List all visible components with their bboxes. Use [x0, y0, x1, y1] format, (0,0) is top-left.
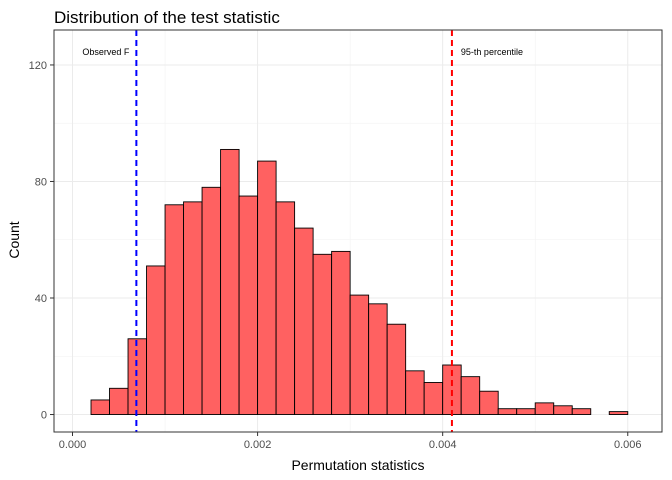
y-tick-label: 40: [35, 293, 47, 305]
histogram-bar: [294, 227, 314, 415]
reference-line-label: 95-th percentile: [461, 47, 523, 57]
reference-line-label: Observed F: [82, 47, 130, 57]
histogram-bar: [331, 250, 351, 415]
histogram-bar: [275, 201, 296, 415]
histogram-bar: [312, 253, 333, 415]
histogram-bar: [497, 408, 518, 415]
y-axis-ticks: 0 40 80 120: [29, 60, 54, 422]
histogram-bar: [460, 376, 481, 415]
histogram-bar: [164, 204, 185, 415]
histogram-bar: [238, 195, 259, 415]
x-axis-ticks: 0.000 0.002 0.004 0.006: [59, 432, 642, 451]
x-tick-label: 0.004: [429, 439, 457, 451]
y-tick-label: 0: [41, 410, 47, 422]
x-axis-label: Permutation statistics: [291, 457, 424, 473]
histogram-bar: [146, 265, 166, 415]
histogram-bars: [90, 148, 629, 415]
histogram-bar: [423, 382, 444, 415]
reference-lines: Observed F 95-th percentile: [82, 30, 523, 432]
histogram-bar: [534, 402, 555, 415]
y-axis-label: Count: [6, 221, 22, 258]
histogram-bar: [90, 399, 110, 415]
histogram-bar: [220, 148, 240, 415]
histogram-bar: [109, 387, 129, 415]
histogram-bar: [608, 411, 629, 415]
histogram-bar: [183, 201, 203, 415]
histogram-bar: [201, 186, 222, 415]
y-tick-label: 80: [35, 176, 47, 188]
histogram-bar: [479, 390, 499, 415]
histogram-bar: [257, 160, 277, 415]
histogram-bar: [368, 303, 388, 415]
x-tick-label: 0.006: [614, 439, 642, 451]
histogram-bar: [553, 405, 573, 415]
histogram-bar: [405, 370, 425, 415]
y-tick-label: 120: [29, 60, 47, 72]
panel-border: [53, 29, 663, 433]
histogram-bar: [386, 323, 407, 415]
histogram-bar: [349, 294, 370, 415]
x-tick-label: 0.000: [59, 439, 87, 451]
histogram-bar: [571, 408, 592, 415]
histogram-bar: [516, 408, 536, 415]
chart-title: Distribution of the test statistic: [54, 8, 280, 27]
x-tick-label: 0.002: [244, 439, 272, 451]
